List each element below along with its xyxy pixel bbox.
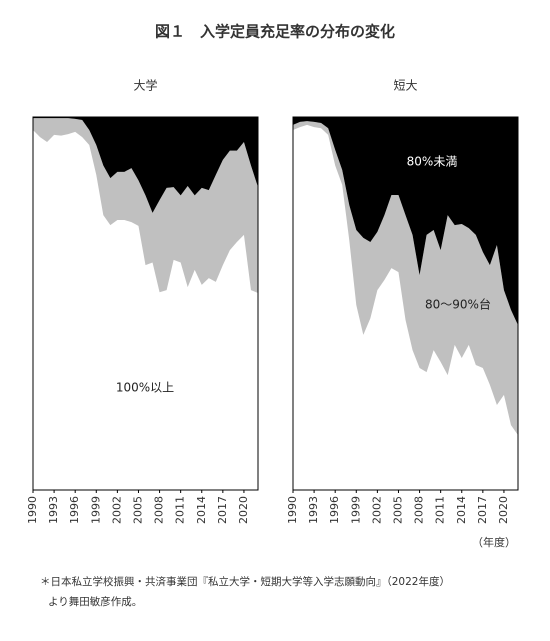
plot-frame (32, 116, 259, 491)
x-tick-label: 1993 (47, 496, 60, 524)
x-tick-label: 2017 (476, 496, 489, 524)
x-tick-label: 1990 (286, 496, 299, 524)
footnote: ＊日本私立学校振興・共済事業団『私立大学・短期大学等入学志願動向』（2022年度… (40, 575, 450, 588)
area (33, 130, 258, 490)
x-tick-label: 2008 (413, 496, 426, 524)
x-tick-label: 1990 (26, 496, 39, 524)
x-tick-label: 2011 (174, 496, 187, 524)
x-tick-label: 2014 (195, 496, 208, 524)
x-tick-label: 1999 (349, 496, 362, 524)
x-tick-label: 2014 (455, 496, 468, 524)
series-label: 100%以上 (116, 381, 174, 395)
chart-subtitle: 大学 (133, 78, 157, 93)
series-label: 80%未満 (407, 155, 458, 169)
x-tick-label: 2005 (391, 496, 404, 524)
area (33, 118, 258, 294)
x-tick-label: 2008 (153, 496, 166, 524)
plot-frame (292, 116, 519, 491)
area (293, 117, 518, 326)
x-tick-label: 1996 (68, 496, 81, 524)
x-tick-label: 2017 (216, 496, 229, 524)
chart-subtitle: 短大 (393, 79, 417, 93)
area (293, 121, 518, 436)
x-tick-label: 2005 (131, 496, 144, 524)
x-tick-label: 2002 (370, 496, 383, 524)
x-tick-label: 1996 (328, 496, 341, 524)
area (293, 124, 518, 490)
footnote: より舞田敏彦作成。 (48, 595, 142, 608)
x-tick-label: 2002 (110, 496, 123, 524)
x-axis-label: （年度） (472, 535, 516, 549)
x-tick-label: 2011 (434, 496, 447, 524)
x-tick-label: 2020 (237, 496, 250, 524)
page-title: 図１ 入学定員充足率の分布の変化 (155, 23, 395, 41)
x-tick-label: 1993 (307, 496, 320, 524)
x-tick-label: 2020 (497, 496, 510, 524)
x-tick-label: 1999 (89, 496, 102, 524)
series-label: 80～90%台 (425, 297, 491, 312)
area (33, 117, 258, 213)
